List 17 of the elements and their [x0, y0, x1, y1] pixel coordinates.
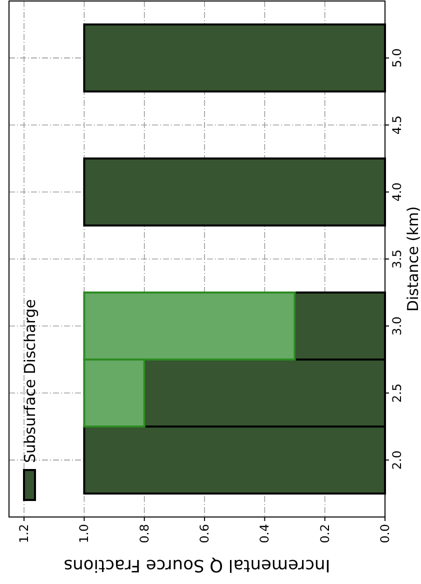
x-tick-label: 0.4 — [258, 524, 272, 544]
x-tick-label: 0.8 — [137, 524, 152, 544]
y-tick-label: 4.0 — [390, 182, 404, 202]
y-tick-label: 3.0 — [390, 316, 404, 336]
x-tick-label: 0.0 — [378, 524, 392, 544]
x-tick-label: 0.2 — [318, 524, 332, 544]
y-tick-label: 5.0 — [390, 48, 404, 68]
legend: Subsurface Discharge — [21, 299, 39, 501]
x-tick-label: 1.2 — [17, 524, 32, 544]
y-tick-label: 3.5 — [390, 249, 404, 269]
y-tick-label: 2.0 — [390, 450, 404, 470]
y-axis-title: Distance (km) — [404, 206, 421, 312]
x-tick-label: 0.6 — [198, 524, 212, 544]
y-tick-label: 4.5 — [390, 115, 404, 135]
x-axis-title: Incremental Q Source Fractions — [64, 555, 330, 575]
x-tick-label: 1.0 — [77, 524, 92, 544]
y-tick-label: 2.5 — [390, 383, 404, 403]
